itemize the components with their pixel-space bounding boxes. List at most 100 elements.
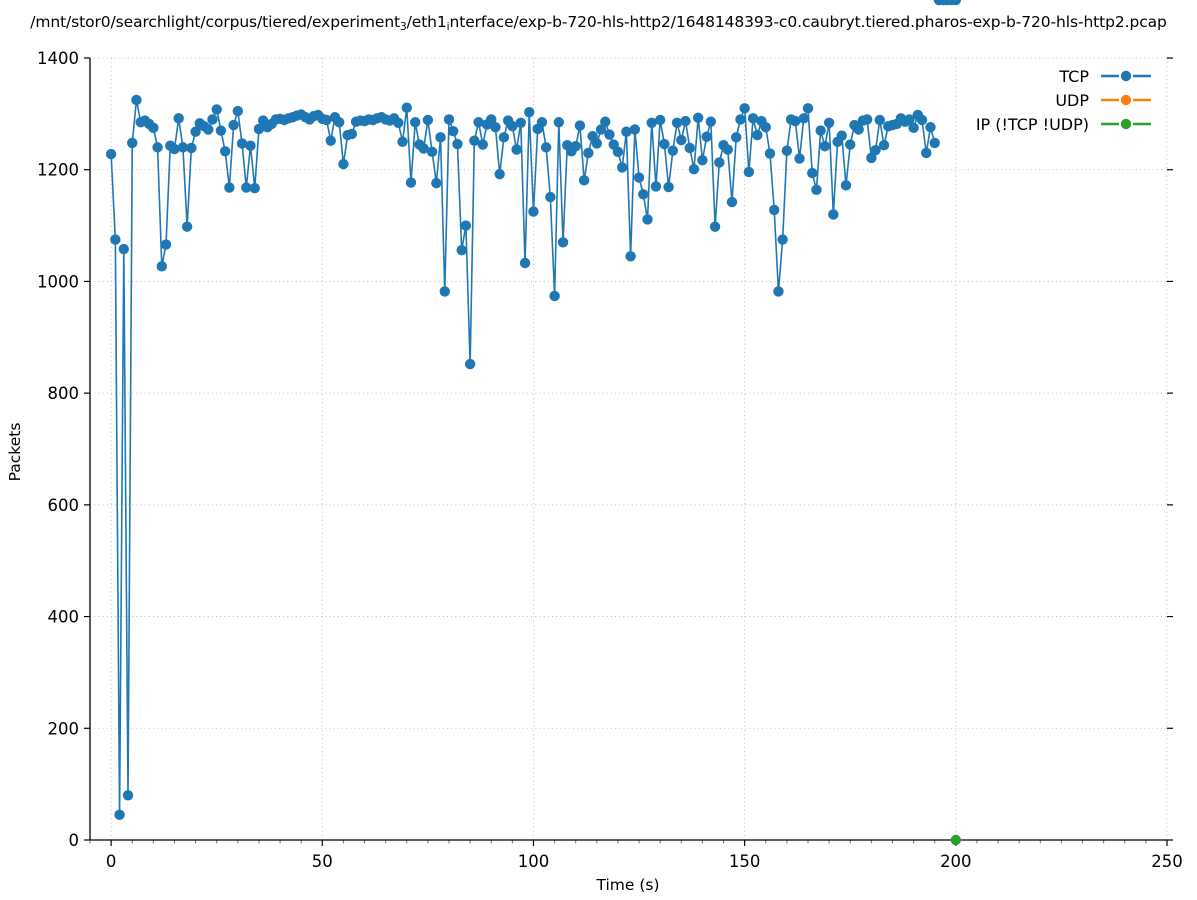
legend-label-tcp: TCP — [1058, 67, 1089, 86]
data-point — [490, 122, 501, 133]
x-tick-label: 100 — [518, 852, 550, 871]
data-point — [241, 182, 252, 193]
data-point — [511, 144, 522, 155]
data-point — [781, 145, 793, 156]
data-point — [633, 172, 645, 183]
data-point — [697, 155, 708, 166]
data-point — [760, 122, 771, 133]
y-tick-label: 1200 — [37, 161, 79, 180]
data-point — [709, 221, 721, 232]
chart-title-part2: /eth1 — [406, 13, 447, 31]
data-point — [642, 214, 653, 225]
data-point — [173, 113, 184, 124]
data-point — [498, 132, 510, 143]
data-point — [346, 128, 358, 140]
data-point — [224, 182, 235, 193]
data-point — [452, 138, 463, 150]
data-point — [747, 113, 759, 124]
data-point — [870, 144, 881, 156]
data-point — [507, 120, 518, 132]
data-point — [604, 129, 615, 140]
data-point — [118, 243, 129, 255]
data-point — [464, 358, 476, 370]
data-point — [874, 114, 885, 126]
chart-title: /mnt/stor0/searchlight/corpus/tiered/exp… — [0, 12, 1197, 37]
series-ip-tcp-udp- — [950, 834, 962, 846]
data-point — [232, 105, 244, 117]
data-point — [494, 168, 505, 180]
data-point — [701, 131, 712, 142]
data-point — [448, 125, 459, 137]
data-point — [726, 196, 738, 208]
data-point — [401, 102, 412, 113]
chart-title-sub2: i — [446, 20, 450, 33]
data-point — [148, 122, 159, 134]
data-point — [211, 104, 222, 115]
data-point — [878, 139, 890, 151]
data-point — [393, 117, 404, 128]
data-point — [646, 117, 657, 128]
data-point — [583, 147, 594, 159]
data-series-layer — [105, 0, 962, 846]
data-point — [321, 114, 332, 126]
data-point — [486, 114, 497, 125]
tick-labels: 0 200 400 600 800 1000 1200 1400 0 50 100 150 200 250 — [37, 49, 1183, 871]
data-point — [397, 136, 408, 147]
data-point — [540, 142, 552, 153]
data-point — [819, 141, 831, 152]
data-point — [921, 147, 932, 159]
data-point — [840, 180, 852, 191]
data-point — [591, 138, 603, 149]
data-point — [794, 153, 805, 164]
x-axis-label: Time (s) — [595, 876, 659, 894]
data-point — [616, 162, 628, 173]
data-point — [802, 103, 814, 114]
data-point — [422, 114, 434, 126]
data-point — [105, 148, 117, 160]
data-point — [435, 132, 446, 143]
data-point — [114, 809, 125, 821]
data-point — [866, 152, 877, 164]
data-point — [929, 137, 940, 149]
data-point — [692, 112, 704, 123]
legend-marker — [1120, 94, 1132, 106]
data-point — [714, 157, 725, 168]
data-point — [654, 114, 666, 126]
data-point — [688, 163, 700, 175]
data-point — [731, 132, 742, 143]
y-tick-label: 400 — [48, 608, 80, 627]
data-point — [925, 122, 936, 133]
data-point — [177, 142, 189, 153]
data-point — [861, 114, 873, 125]
data-point — [443, 114, 455, 125]
data-point — [625, 251, 636, 262]
data-point — [439, 286, 450, 297]
data-point — [528, 206, 539, 217]
data-point — [181, 221, 193, 232]
data-point — [705, 116, 717, 127]
data-point — [815, 125, 826, 136]
chart-title-part3: nterface/exp-b-720-hls-http2/1648148393-… — [449, 13, 1167, 31]
x-tick-label: 150 — [729, 852, 761, 871]
data-point — [739, 103, 750, 114]
data-point — [764, 148, 776, 159]
data-point — [515, 117, 526, 128]
data-point — [203, 124, 214, 135]
data-point — [431, 177, 442, 189]
data-point — [553, 117, 565, 128]
x-tick-label: 250 — [1151, 852, 1183, 871]
data-point — [190, 126, 201, 137]
chart-title-part1: /mnt/stor0/searchlight/corpus/tiered/exp… — [30, 13, 401, 31]
legend-marker — [1120, 70, 1132, 82]
data-point — [600, 116, 611, 127]
data-point — [519, 257, 531, 269]
y-tick-label: 600 — [48, 496, 80, 515]
data-point — [684, 142, 695, 154]
data-point — [798, 113, 809, 124]
data-point — [405, 177, 417, 188]
data-point — [338, 158, 349, 170]
data-point — [612, 146, 624, 158]
series-line — [110, 99, 936, 816]
y-tick-label: 800 — [48, 384, 80, 403]
data-point — [456, 244, 467, 256]
